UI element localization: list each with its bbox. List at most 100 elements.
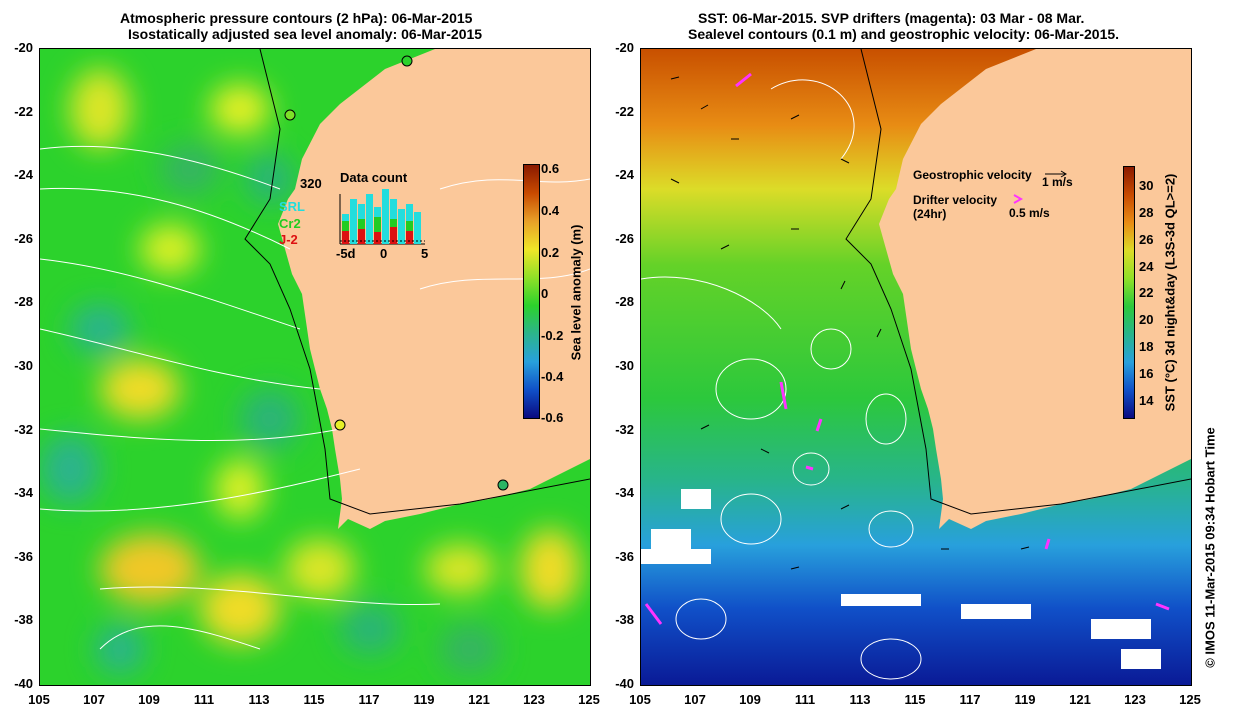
sst-colorbar-tick: 28 <box>1139 205 1154 220</box>
x-axis-tick: 107 <box>684 692 706 707</box>
y-axis-tick: -22 <box>14 103 33 119</box>
y-axis-tick: -36 <box>14 548 33 564</box>
sst-colorbar-label: SST (°C) 3d night&day (L3S-3d QL>=2) <box>1162 173 1178 412</box>
drifter-tracks <box>644 72 1170 625</box>
x-axis-tick: 111 <box>193 692 215 707</box>
sst-colorbar-tick: 18 <box>1139 339 1154 354</box>
y-axis-tick: -34 <box>615 485 634 501</box>
sea-level-anomaly-map <box>39 48 591 686</box>
inset-legend-j2: J-2 <box>279 232 298 247</box>
y-axis-tick: -40 <box>615 676 634 691</box>
x-axis-tick: 109 <box>138 692 160 707</box>
sla-colorbar-tick: -0.6 <box>541 410 564 425</box>
isobath-line <box>845 49 1191 515</box>
tide-gauge-marker <box>497 479 509 491</box>
x-axis-tick: 105 <box>28 692 50 707</box>
x-axis-tick: 123 <box>1124 692 1146 707</box>
x-axis-tick: 107 <box>83 692 105 707</box>
inset-xtick: -5d <box>336 246 356 261</box>
sla-colorbar-tick: -0.2 <box>541 328 564 343</box>
drifter-velocity-label: Drifter velocity <box>913 193 998 207</box>
sla-colorbar-tick: 0 <box>541 286 549 301</box>
x-axis-tick: 125 <box>1179 692 1201 707</box>
y-axis-tick: -34 <box>14 485 33 501</box>
sst-colorbar <box>1123 166 1135 419</box>
inset-xtick: 0 <box>380 246 388 261</box>
sst-colorbar-tick: 24 <box>1139 259 1154 274</box>
x-axis-tick: 123 <box>523 692 545 707</box>
sla-colorbar <box>523 164 540 419</box>
left-title-line2: Isostatically adjusted sea level anomaly… <box>128 26 483 42</box>
sst-colorbar-tick: 30 <box>1139 178 1154 193</box>
y-axis-tick: -20 <box>615 40 634 55</box>
isobath-line <box>244 49 590 515</box>
drifter-velocity-scale-arrow <box>1013 194 1024 204</box>
x-axis-tick: 113 <box>849 692 871 707</box>
sst-map <box>640 48 1192 686</box>
geo-velocity-scale-arrowhead <box>1060 170 1067 178</box>
sst-colorbar-tick: 20 <box>1139 312 1154 327</box>
x-axis-tick: 111 <box>794 692 816 707</box>
x-axis-tick: 125 <box>578 692 600 707</box>
tide-gauge-marker <box>284 109 296 121</box>
pressure-contours <box>40 145 590 650</box>
geo-velocity-label: Geostrophic velocity <box>913 168 1032 182</box>
inset-xtick: 5 <box>421 246 429 261</box>
x-axis-tick: 117 <box>959 692 981 707</box>
tide-gauge-marker <box>334 419 346 431</box>
y-axis-tick: -36 <box>615 548 634 564</box>
x-axis-tick: 115 <box>303 692 325 707</box>
y-axis-tick: -38 <box>14 612 33 628</box>
sst-colorbar-tick: 26 <box>1139 232 1154 247</box>
x-axis-tick: 121 <box>468 692 490 707</box>
sea-level-contours <box>641 79 922 680</box>
y-axis-tick: -38 <box>615 612 634 628</box>
land-mass <box>278 49 590 529</box>
data-count-inset <box>339 189 425 245</box>
inset-legend-srl: SRL <box>279 199 305 214</box>
y-axis-tick: -20 <box>14 40 33 55</box>
left-title-line1: Atmospheric pressure contours (2 hPa): 0… <box>120 10 473 26</box>
land-mass <box>879 49 1191 529</box>
x-axis-tick: 117 <box>358 692 380 707</box>
y-axis-tick: -40 <box>14 676 33 691</box>
sst-colorbar-tick: 14 <box>1139 393 1154 408</box>
x-axis-tick: 119 <box>1014 692 1036 707</box>
y-axis-tick: -30 <box>615 358 634 373</box>
x-axis-tick: 119 <box>413 692 435 707</box>
x-axis-tick: 113 <box>248 692 270 707</box>
y-axis-tick: -22 <box>615 103 634 119</box>
y-axis-tick: -30 <box>14 358 33 373</box>
sla-colorbar-tick: 0.2 <box>541 245 560 260</box>
y-axis-tick: -26 <box>615 230 634 246</box>
y-axis-tick: -32 <box>14 421 33 437</box>
x-axis-tick: 109 <box>739 692 761 707</box>
sst-field <box>641 49 1191 685</box>
sla-colorbar-tick: 0.4 <box>541 203 560 218</box>
x-axis-tick: 115 <box>904 692 926 707</box>
y-axis-tick: -26 <box>14 230 33 246</box>
inset-max-label: 320 <box>300 176 322 191</box>
sst-colorbar-tick: 22 <box>1139 285 1154 300</box>
y-axis-tick: -24 <box>615 167 634 183</box>
velocity-arrows <box>670 76 1030 570</box>
y-axis-tick: -28 <box>14 294 33 310</box>
cloud-mask <box>641 489 1161 669</box>
inset-legend-cr2: Cr2 <box>279 216 301 231</box>
drifter-velocity-scale: 0.5 m/s <box>1009 206 1050 220</box>
inset-title: Data count <box>340 170 408 185</box>
sla-colorbar-label: Sea level anomaly (m) <box>568 224 584 361</box>
right-title-line2: Sealevel contours (0.1 m) and geostrophi… <box>688 26 1120 42</box>
sla-colorbar-tick: 0.6 <box>541 161 560 176</box>
y-axis-tick: -24 <box>14 167 33 183</box>
sla-colorbar-tick: -0.4 <box>541 369 564 384</box>
right-title-line1: SST: 06-Mar-2015. SVP drifters (magenta)… <box>698 10 1085 26</box>
drifter-velocity-sub: (24hr) <box>913 207 947 221</box>
sst-colorbar-tick: 16 <box>1139 366 1154 381</box>
y-axis-tick: -28 <box>615 294 634 310</box>
geo-velocity-scale: 1 m/s <box>1042 175 1073 189</box>
x-axis-tick: 105 <box>629 692 651 707</box>
credit-text: © IMOS 11-Mar-2015 09:34 Hobart Time <box>1202 427 1218 668</box>
y-axis-tick: -32 <box>615 421 634 437</box>
x-axis-tick: 121 <box>1069 692 1091 707</box>
